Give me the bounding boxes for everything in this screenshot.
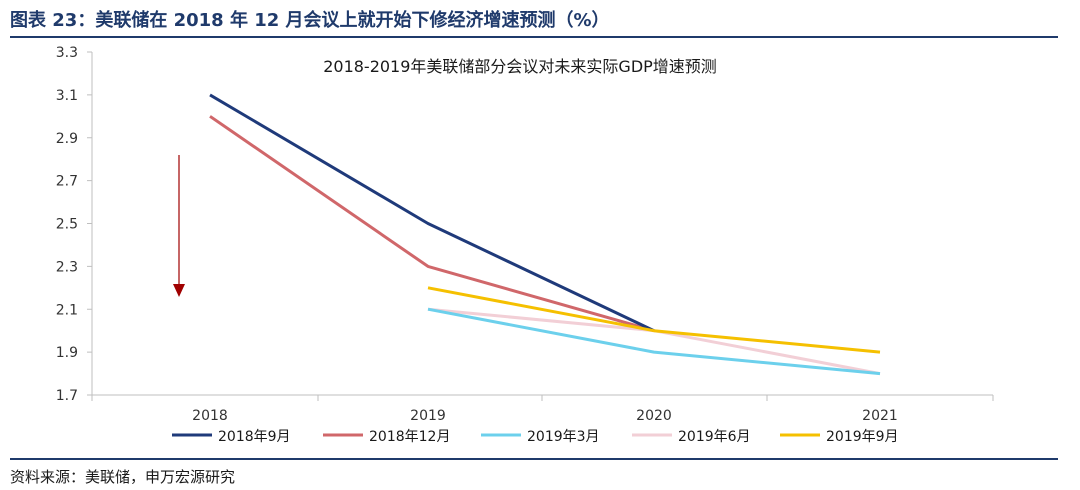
series-line-1	[209, 93, 655, 333]
series-line-3	[427, 307, 881, 376]
y-tick-label: 2.3	[56, 259, 78, 275]
y-tick-label: 3.3	[56, 45, 78, 61]
annotation-layer	[173, 155, 185, 297]
y-tick-label: 1.9	[56, 345, 78, 361]
legend-label-2: 2018年12月	[369, 429, 450, 445]
series-layer	[209, 93, 881, 376]
y-tick-label: 2.9	[56, 131, 78, 147]
series-line-2	[209, 115, 655, 333]
legend-label-1: 2018年9月	[218, 429, 291, 445]
y-tick-label: 3.1	[56, 88, 78, 104]
figure-title: 图表 23：美联储在 2018 年 12 月会议上就开始下修经济增速预测（%）	[10, 10, 610, 31]
source-divider	[10, 458, 1058, 460]
x-tick-label: 2020	[636, 408, 672, 424]
legend-label-3: 2019年3月	[527, 429, 600, 445]
x-tick-label: 2019	[410, 408, 446, 424]
y-tick-label: 2.5	[56, 217, 78, 233]
y-tick-label: 2.1	[56, 302, 78, 318]
chart-title: 2018-2019年美联储部分会议对未来实际GDP增速预测	[323, 57, 717, 76]
series-line-5	[427, 286, 881, 354]
down-arrow-head	[173, 284, 185, 297]
legend-label-4: 2019年6月	[678, 429, 751, 445]
y-tick-label: 2.7	[56, 174, 78, 190]
line-chart: 2018-2019年美联储部分会议对未来实际GDP增速预测 1.7 1.9 2.1 2…	[56, 45, 994, 445]
x-tick-label: 2021	[862, 408, 898, 424]
series-line-4	[427, 307, 881, 376]
title-divider	[10, 36, 1058, 38]
legend-label-5: 2019年9月	[826, 429, 899, 445]
source-note: 资料来源：美联储，申万宏源研究	[10, 468, 236, 486]
y-tick-label: 1.7	[56, 388, 78, 404]
legend: 2018年9月 2018年12月 2019年3月 2019年6月 2019年9月	[172, 429, 899, 445]
axes: 1.7 1.9 2.1 2.3 2.5 2.7 2.9 3.1 3.3 2018 2019 2020 2…	[56, 45, 994, 424]
x-tick-label: 2018	[192, 408, 228, 424]
